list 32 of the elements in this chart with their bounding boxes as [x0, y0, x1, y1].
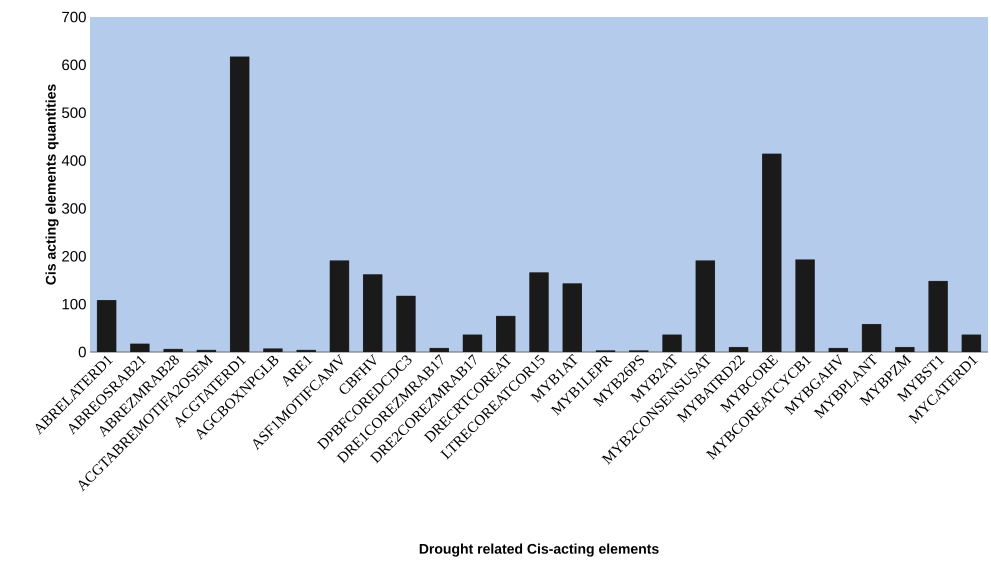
bar — [762, 154, 782, 352]
bar — [163, 348, 183, 352]
y-tick-label: 400 — [62, 155, 86, 166]
bar — [96, 300, 116, 352]
y-tick-label: 300 — [62, 203, 86, 214]
bar — [263, 348, 283, 352]
y-tick-label: 200 — [62, 250, 86, 262]
bar — [962, 334, 982, 352]
bar — [795, 259, 815, 352]
y-tick-label: 600 — [62, 60, 86, 70]
y-tick-label: 500 — [62, 107, 86, 118]
bar — [462, 334, 482, 352]
bar — [828, 348, 848, 352]
bar — [130, 344, 150, 352]
bar — [696, 260, 715, 352]
bar — [230, 56, 250, 352]
bar — [496, 316, 516, 352]
bar — [928, 280, 948, 352]
bar — [330, 260, 350, 352]
x-axis-title: Drought related Cis-acting elements — [420, 544, 659, 557]
y-tick-label: 100 — [62, 298, 86, 310]
y-axis-title: Cis acting elements quantities — [45, 84, 59, 285]
y-tick-label: 700 — [62, 12, 86, 22]
bar — [728, 347, 748, 352]
bar — [662, 334, 682, 352]
bar — [363, 274, 382, 352]
bar — [529, 272, 549, 352]
bar — [430, 348, 449, 352]
bar — [895, 347, 915, 352]
bar — [562, 283, 582, 352]
bar — [396, 296, 416, 352]
bar — [862, 324, 882, 352]
